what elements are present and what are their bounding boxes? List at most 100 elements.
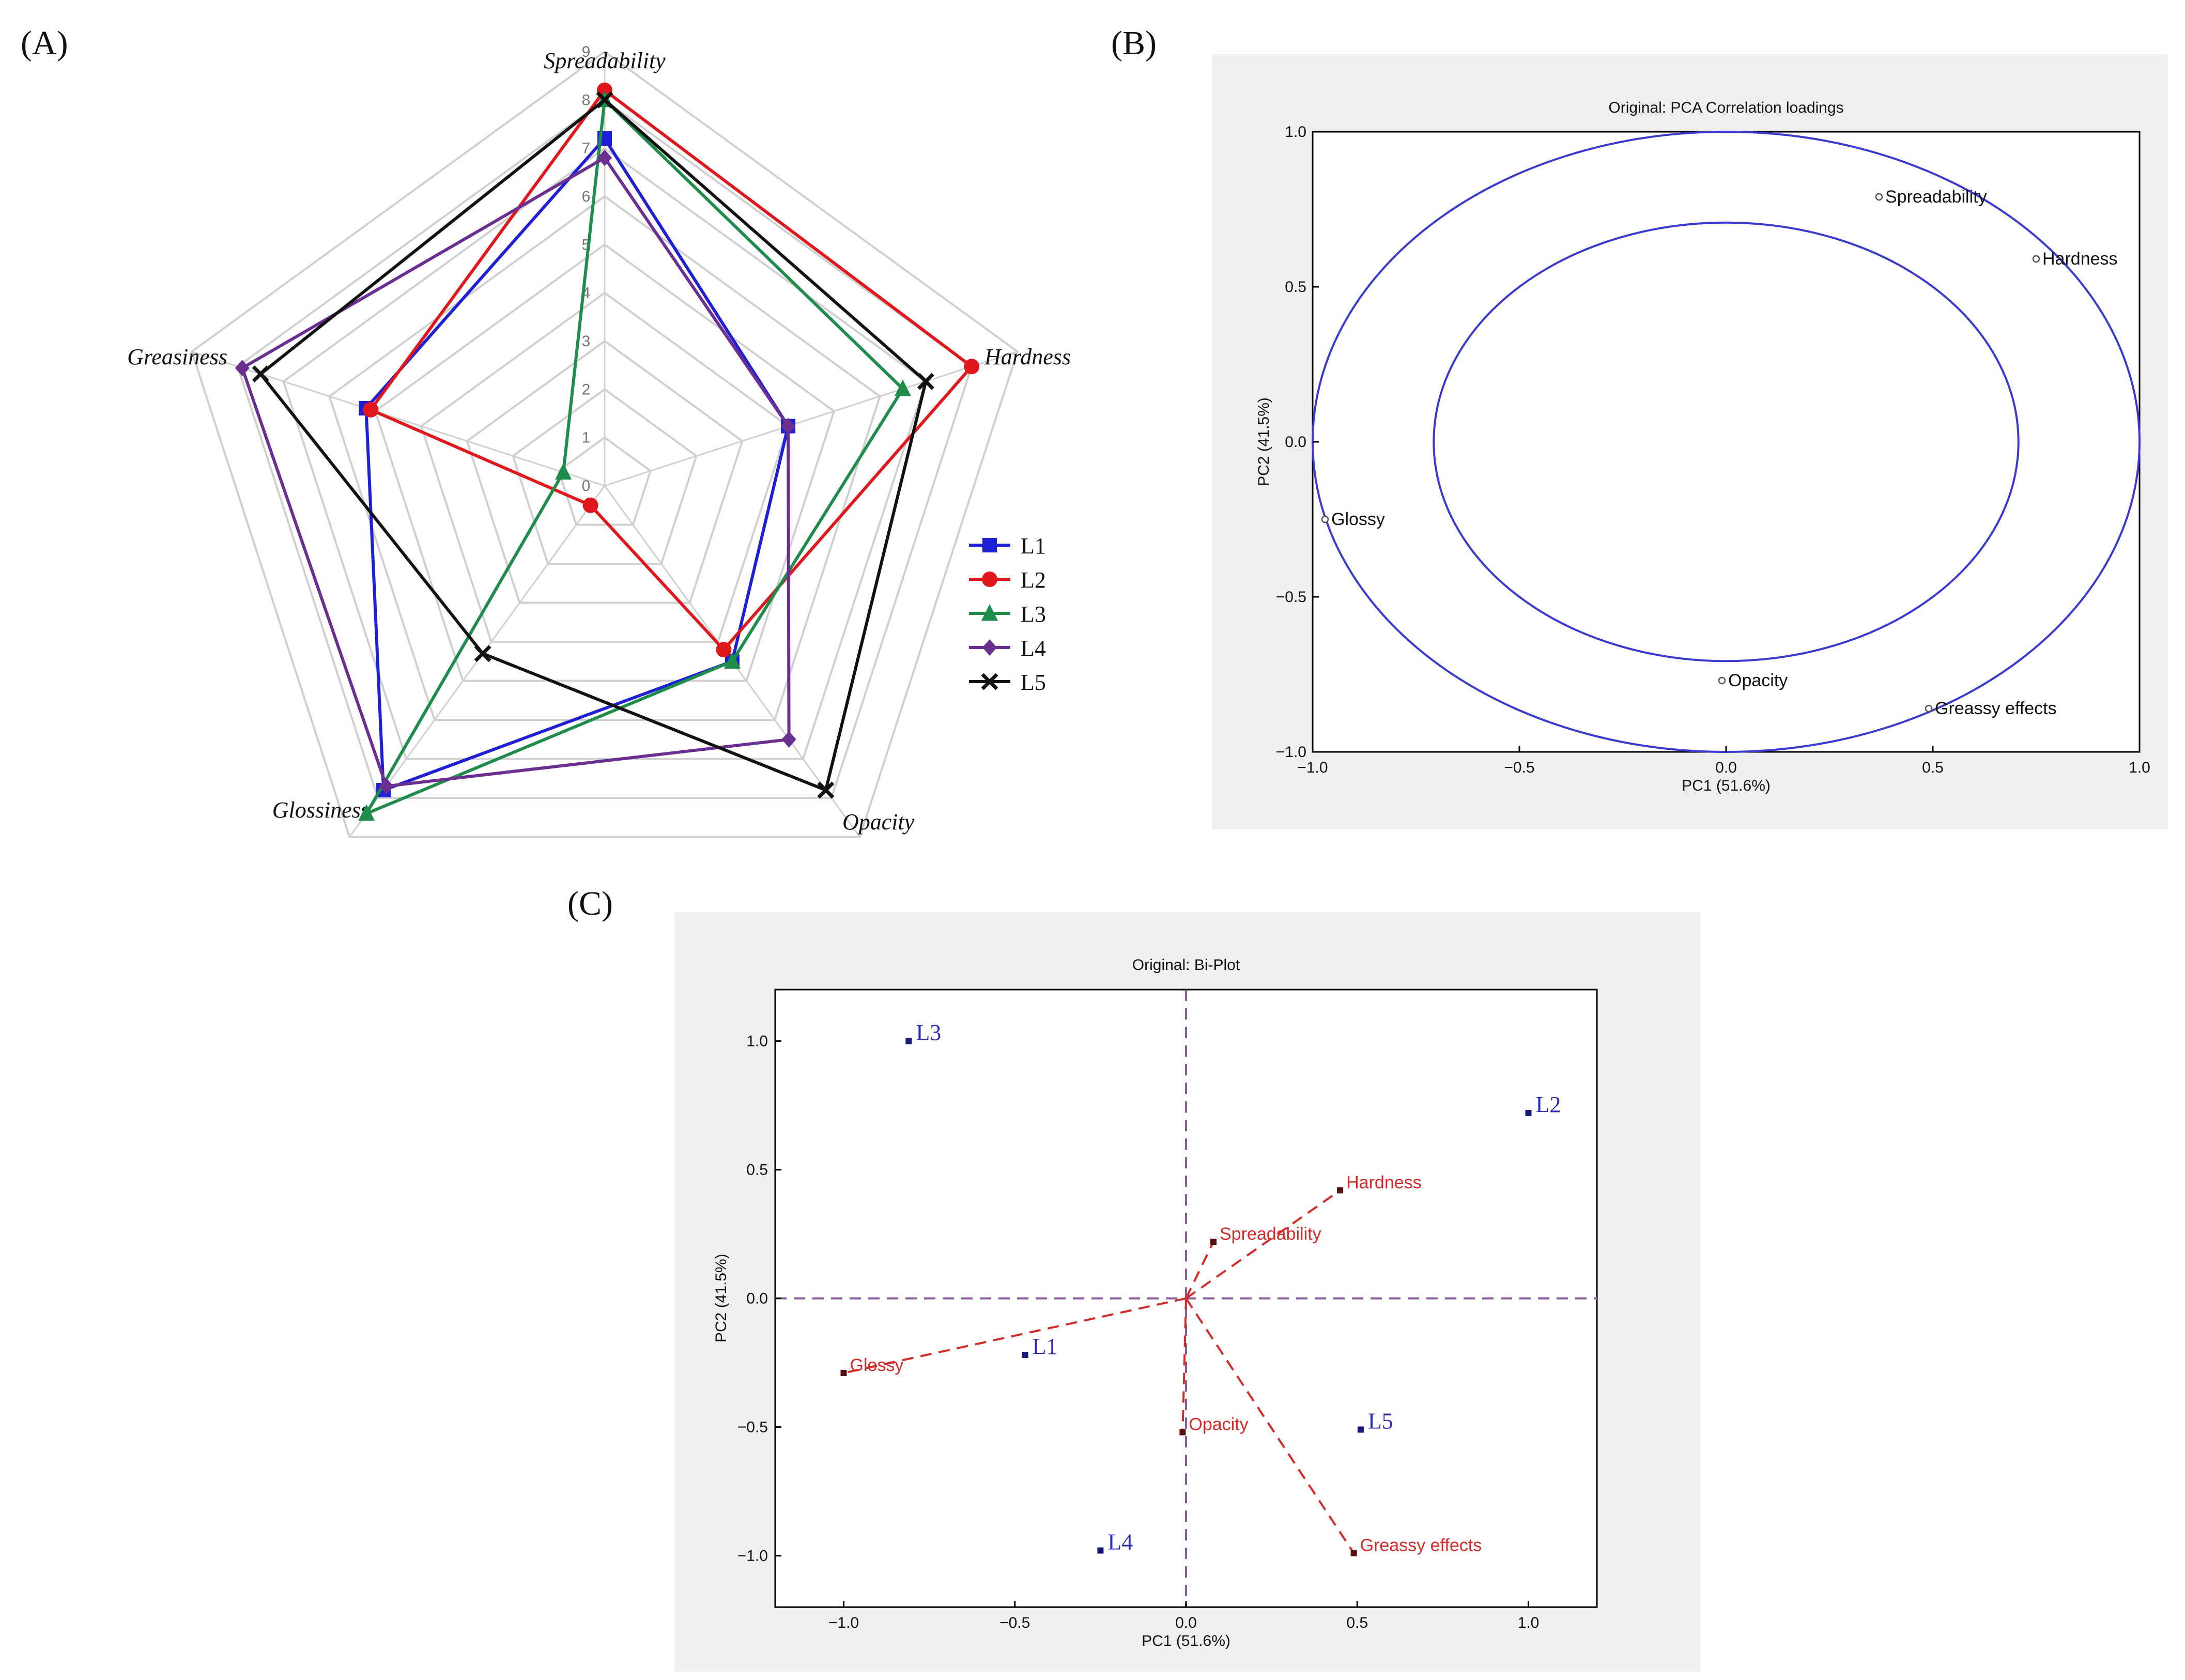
loading-label-glossy: Glossy [850,1355,904,1375]
panel-c-ylabel: PC2 (41.5%) [713,1254,730,1343]
loading-vector-spreadability [1185,1241,1214,1299]
legend-label-l3: L3 [1021,602,1046,627]
loading-point-hardness [2032,255,2040,263]
x-tick-label: 0.5 [1922,759,1944,776]
radar-grid-ring [190,50,1019,838]
loading-point-spreadability [1210,1238,1217,1245]
loading-label-opacity: Opacity [1728,671,1788,690]
radar-chart: 0123456789SpreadabilityHardnessOpacityGl… [127,43,1071,838]
loading-point-opacity [1179,1429,1186,1436]
radar-axis-label-glossiness: Glossiness [272,797,370,823]
legend-marker-l3 [981,604,998,621]
loading-point-hardness [1337,1187,1344,1194]
legend-label-l5: L5 [1021,670,1046,695]
radar-scale-tick: 2 [582,381,591,398]
radar-scale-tick: 8 [582,91,591,109]
radar-grid-ring [420,291,790,643]
x-tick-label: 0.0 [1175,1614,1197,1631]
radar-grid-ring [282,147,927,760]
radar-marker-l2-opacity [716,642,732,658]
radar-marker-l2-hardness [964,359,980,375]
y-tick-label: −0.5 [1276,589,1306,606]
sample-point-l3 [905,1038,912,1044]
radar-grid-ring [557,436,652,526]
sample-point-l5 [1357,1426,1364,1433]
radar-axis-label-spreadability: Spreadability [544,48,666,73]
sample-point-l2 [1525,1110,1532,1116]
radar-grid-ring [512,388,698,565]
loading-point-glossy [1321,515,1329,523]
y-tick-label: 0.0 [746,1290,768,1307]
x-tick-label: 1.0 [2129,759,2150,776]
radar-axis-label-opacity: Opacity [842,809,915,835]
loading-point-glossy [840,1369,847,1376]
radar-series-l4 [240,156,791,788]
radar-marker-l5-glossiness [474,645,491,662]
panel-c-title: Original: Bi-Plot [1132,957,1240,974]
loading-vector-greassy-effects [1185,1298,1355,1554]
sample-point-l1 [1022,1352,1028,1359]
radar-axis-label-greasiness: Greasiness [127,344,227,369]
loading-point-spreadability [1875,193,1883,201]
sample-label-l2: L2 [1536,1092,1561,1117]
x-tick-label: −0.5 [1504,759,1534,776]
loading-point-greassy-effects [1925,704,1933,713]
radar-scale-tick: 0 [582,477,591,495]
radar-marker-l3-opacity [724,652,741,669]
x-tick-label: −0.5 [999,1614,1030,1631]
radar-axis-label-hardness: Hardness [984,344,1071,369]
loading-label-greassy-effects: Greassy effects [1360,1535,1482,1555]
loading-label-hardness: Hardness [1346,1173,1422,1192]
radar-marker-l5-opacity [817,781,835,799]
radar-scale-tick: 9 [582,43,591,60]
radar-grid-ring [328,195,881,721]
radar-marker-l5-spreadability [596,91,613,109]
y-tick-label: −0.5 [737,1419,768,1436]
legend-marker-l4 [982,639,997,656]
y-tick-label: 1.0 [746,1033,768,1050]
radar-marker-l2-greasiness [363,402,379,418]
y-tick-label: 0.5 [746,1162,768,1179]
legend-label-l2: L2 [1021,567,1046,593]
radar-marker-l4-spreadability [597,149,612,166]
radar-marker-l3-greasiness [555,463,572,480]
radar-marker-l3-hardness [894,379,911,396]
y-tick-label: 1.0 [1285,124,1306,141]
panel-label-c: (C) [567,885,613,922]
panel-b-plot-area [1312,131,2141,753]
legend-marker-l2 [982,572,997,587]
loading-vector-hardness [1185,1189,1341,1300]
panel-b-xlabel: PC1 (51.6%) [1682,777,1771,794]
x-tick-label: 0.0 [1715,759,1737,776]
panel-label-b: (B) [1111,24,1157,62]
biplot: −1.0 −0.5 0.0 0.5 1.0 −1.0 −0.5 0.0 0.5 1.0 Hardne… [737,990,1597,1631]
sample-label-l3: L3 [916,1020,941,1045]
legend-marker-l5 [981,673,998,690]
loading-point-greassy-effects [1350,1550,1357,1556]
radar-scale-tick: 1 [582,429,591,446]
loading-label-spreadability: Spreadability [1220,1224,1321,1244]
sample-label-l4: L4 [1107,1529,1133,1554]
radar-legend: L1 L2 L3 L4 L5 [969,533,1046,695]
legend-label-l1: L1 [1021,533,1046,559]
loading-label-glossy: Glossy [1331,510,1385,529]
correlation-circle [1433,221,2020,662]
radar-marker-l4-glossiness [379,778,394,795]
legend-label-l4: L4 [1021,636,1046,661]
radar-marker-l2-glossiness [582,497,598,513]
panel-c-xlabel: PC1 (51.6%) [1142,1632,1230,1650]
radar-grid-ring [466,340,744,604]
radar-scale-tick: 3 [582,333,591,350]
loading-label-hardness: Hardness [2042,249,2118,269]
radar-scale-tick: 6 [582,188,591,205]
radar-marker-l5-greasiness [252,365,269,383]
y-tick-label: 0.5 [1285,279,1306,296]
loading-vector-opacity [1181,1298,1187,1432]
x-tick-label: 1.0 [1518,1614,1540,1631]
legend-marker-l1 [982,538,997,552]
loading-label-greassy-effects: Greassy effects [1935,699,2057,718]
loading-label-opacity: Opacity [1189,1414,1248,1434]
panel-b-title: Original: PCA Correlation loadings [1608,99,1843,116]
radar-marker-l4-opacity [781,731,796,748]
